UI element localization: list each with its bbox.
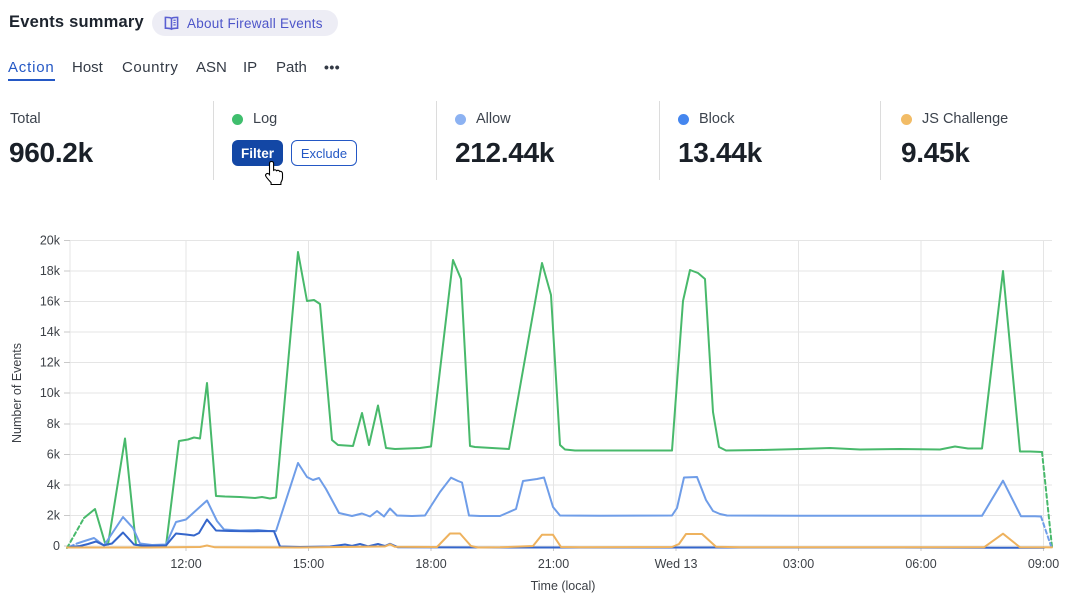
svg-text:20k: 20k [40,234,61,248]
svg-text:03:00: 03:00 [783,557,814,571]
svg-text:21:00: 21:00 [538,557,569,571]
svg-text:2k: 2k [47,508,61,522]
svg-text:06:00: 06:00 [905,557,936,571]
svg-text:6k: 6k [47,447,61,461]
svg-text:Number of Events: Number of Events [10,343,24,443]
svg-text:Time (local): Time (local) [531,579,596,593]
svg-text:14k: 14k [40,325,61,339]
svg-text:10k: 10k [40,386,61,400]
svg-text:12:00: 12:00 [170,557,201,571]
svg-text:0: 0 [53,539,60,553]
svg-text:8k: 8k [47,417,61,431]
svg-text:16k: 16k [40,295,61,309]
svg-text:Wed 13: Wed 13 [655,557,698,571]
svg-text:18k: 18k [40,264,61,278]
svg-text:4k: 4k [47,478,61,492]
svg-text:09:00: 09:00 [1028,557,1059,571]
svg-text:18:00: 18:00 [415,557,446,571]
svg-text:15:00: 15:00 [293,557,324,571]
svg-text:12k: 12k [40,356,61,370]
